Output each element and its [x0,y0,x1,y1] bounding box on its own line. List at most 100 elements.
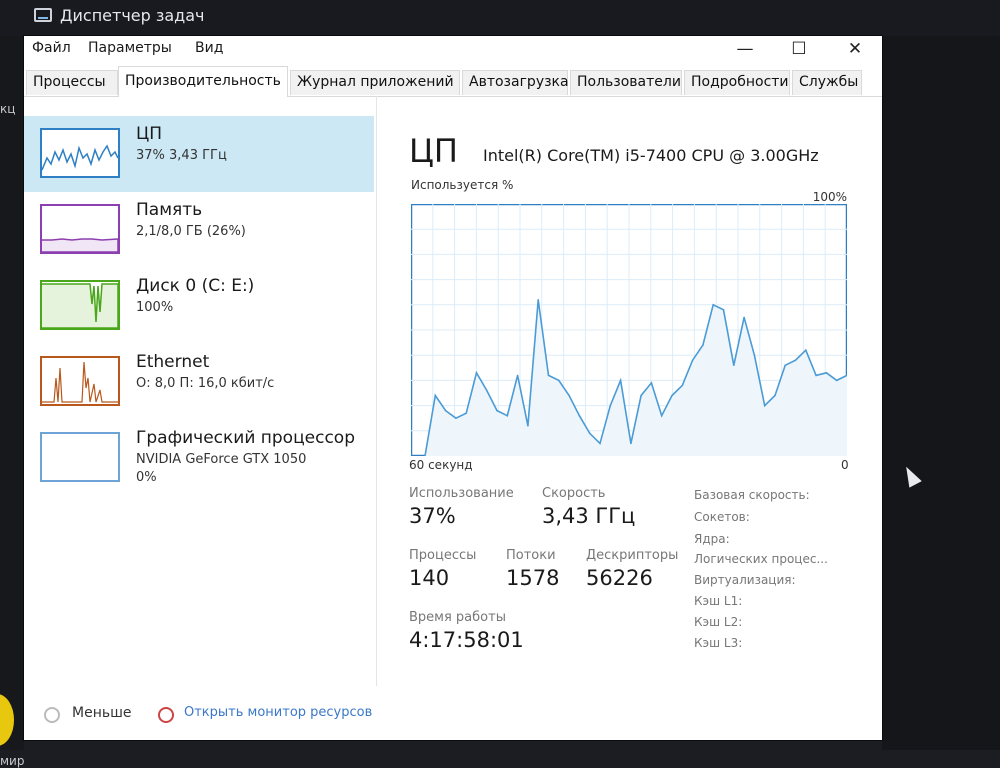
window-title: Диспетчер задач [60,6,205,25]
cpu-point-30 [733,364,735,367]
cpu-series-area [425,299,847,456]
tab-details[interactable]: Подробности [684,70,790,95]
ethernet-thumbnail-graph [40,356,120,406]
cpu-point-19 [619,379,622,382]
cpu-point-17 [599,442,601,445]
cpu-point-3 [455,417,457,419]
disk-item-title: Диск 0 (C: E:) [136,276,255,296]
sidebar-item-ethernet[interactable]: Ethernet О: 8,0 П: 16,0 кбит/с [24,344,374,420]
cpu-usage-chart [411,204,847,456]
cpu-point-37 [805,349,807,351]
menu-options[interactable]: Параметры [88,40,172,56]
menu-bar: Файл Параметры Вид — ☐ ✕ [24,36,882,64]
processes-value: 140 [409,566,450,590]
graph-x-right-label: 0 [841,458,849,472]
cpu-point-29 [722,309,725,311]
cpu-point-33 [763,404,766,407]
fewer-details-link[interactable]: Меньше [72,705,132,721]
cpu-point-7 [496,409,498,412]
cpu-point-36 [794,359,797,361]
cpu-point-9 [516,374,519,377]
cpu-point-15 [578,414,581,417]
cpu-point-4 [465,412,467,414]
cpu-point-14 [568,394,570,397]
handles-label: Дескрипторы [586,548,679,563]
sidebar-item-disk[interactable]: Диск 0 (C: E:) 100% [24,268,374,344]
tab-bar: Процессы Производительность Журнал прило… [24,66,882,97]
cpu-point-5 [475,372,478,374]
sidebar-item-cpu[interactable]: ЦП 37% 3,43 ГГц [24,116,374,192]
page-title: ЦП [409,132,458,170]
cpu-usage-graph [411,204,847,456]
graph-y-label: Используется % [411,178,514,192]
cpu-point-39 [825,372,828,374]
open-resource-monitor-link[interactable]: Открыть монитор ресурсов [184,705,373,720]
tab-performance[interactable]: Производительность [118,66,288,97]
gpu-item-model: NVIDIA GeForce GTX 1050 [136,452,307,467]
sidebar-item-memory[interactable]: Память 2,1/8,0 ГБ (26%) [24,192,374,268]
tab-startup[interactable]: Автозагрузка [462,70,569,95]
gpu-thumbnail-graph [40,432,120,482]
maximize-button[interactable]: ☐ [791,39,807,59]
chevron-up-icon[interactable] [44,707,60,723]
cpu-thumbnail-graph [40,128,120,178]
cpu-point-16 [588,432,591,435]
spec-cores-label: Ядра: [694,532,730,546]
cpu-point-27 [702,344,704,346]
threads-label: Потоки [506,548,556,563]
resource-monitor-icon [158,707,174,723]
cpu-point-34 [774,394,776,397]
threads-value: 1578 [506,566,560,590]
gpu-item-title: Графический процессор [136,428,355,448]
sidebar-item-gpu[interactable]: Графический процессор NVIDIA GeForce GTX… [24,420,374,496]
handles-value: 56226 [586,566,653,590]
cpu-point-23 [660,414,663,417]
cpu-point-35 [784,364,786,367]
memory-item-summary: 2,1/8,0 ГБ (26%) [136,224,246,239]
desktop-left-text: кц [0,102,16,116]
cpu-point-11 [537,299,539,301]
uptime-value: 4:17:58:01 [409,628,524,652]
cpu-point-10 [527,425,529,427]
cpu-item-title: ЦП [136,124,162,144]
spec-virtualization-label: Виртуализация: [694,573,796,587]
spec-cache-l2-label: Кэш L2: [694,615,743,629]
tab-services[interactable]: Службы [792,70,862,95]
spec-logical-processors-label: Логических процес... [694,552,828,566]
cpu-series-line [424,299,847,456]
usage-value: 37% [409,504,456,528]
menu-view[interactable]: Вид [195,40,224,56]
cpu-point-25 [681,384,684,387]
outer-titlebar: Диспетчер задач [0,0,1000,36]
cpu-point-24 [671,394,673,397]
cpu-point-1 [434,394,437,397]
cpu-detail-panel: ЦП Intel(R) Core(TM) i5-7400 CPU @ 3.00G… [409,132,879,692]
spec-base-speed-label: Базовая скорость: [694,488,810,502]
spec-cache-l1-label: Кэш L1: [694,594,743,608]
tab-app-history[interactable]: Журнал приложений [290,70,460,95]
menu-file[interactable]: Файл [32,40,71,56]
tab-processes[interactable]: Процессы [26,70,118,95]
footer-bar: Меньше Открыть монитор ресурсов [24,696,882,736]
disk-item-summary: 100% [136,300,174,315]
cpu-point-38 [815,374,817,377]
performance-sidebar: ЦП 37% 3,43 ГГц Память 2,1/8,0 ГБ (26%) … [24,96,377,686]
desktop-yellow-logo-icon [0,694,14,746]
cpu-point-22 [650,382,653,384]
close-button[interactable]: ✕ [847,39,863,59]
cpu-item-summary: 37% 3,43 ГГц [136,148,227,163]
cpu-point-31 [743,316,745,319]
cpu-point-2 [444,409,447,412]
graph-y-max: 100% [812,190,847,204]
speed-value: 3,43 ГГц [542,504,636,528]
cpu-point-26 [691,359,694,361]
cpu-point-21 [640,394,642,397]
minimize-button[interactable]: — [736,39,754,59]
graph-x-left-label: 60 секунд [409,458,473,472]
task-manager-window: Файл Параметры Вид — ☐ ✕ Процессы Произв… [24,36,882,740]
desktop-right-area [882,36,1000,750]
processes-label: Процессы [409,548,477,563]
ethernet-item-summary: О: 8,0 П: 16,0 кбит/с [136,376,275,391]
tab-users[interactable]: Пользователи [570,70,682,95]
cpu-point-0 [424,455,426,456]
